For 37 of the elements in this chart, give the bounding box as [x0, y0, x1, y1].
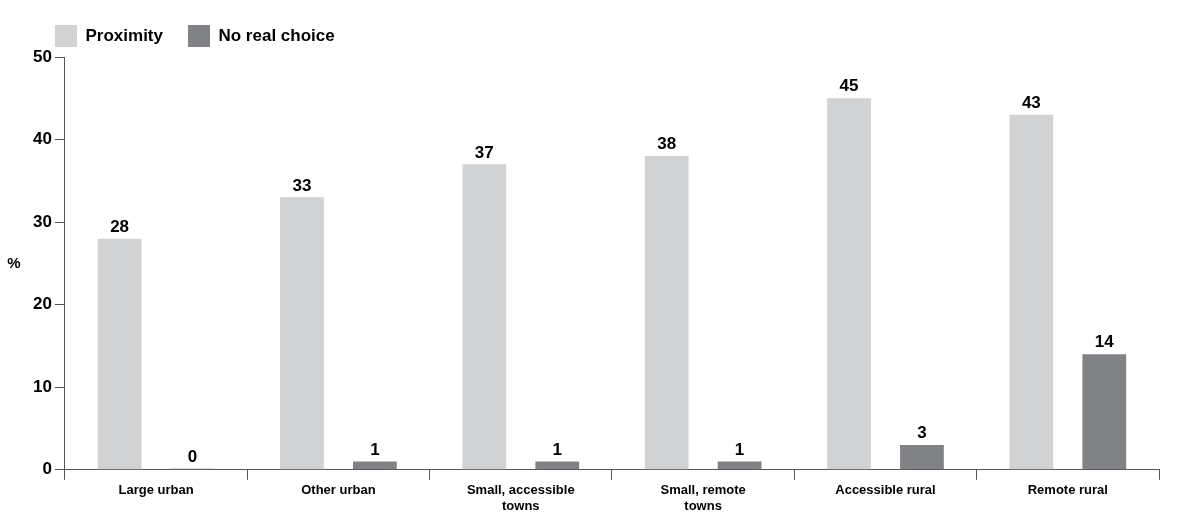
data-label: 45 — [839, 76, 859, 96]
data-label: 14 — [1094, 332, 1115, 352]
y-tick-label: 50 — [32, 46, 52, 66]
x-tick-label: Large urban — [118, 482, 194, 498]
legend-label: No real choice — [218, 25, 335, 45]
data-label: 33 — [292, 175, 312, 195]
x-tick-label: Other urban — [301, 482, 376, 498]
bar — [900, 445, 944, 470]
x-tick-label: Remote rural — [1027, 482, 1108, 498]
data-label: 3 — [917, 423, 927, 443]
legend-label: Proximity — [85, 25, 164, 45]
bar — [97, 238, 142, 470]
y-tick-label: 20 — [32, 294, 52, 314]
y-tick-label: 40 — [32, 129, 52, 149]
data-label: 1 — [552, 439, 562, 459]
bar — [535, 461, 580, 470]
data-label: 28 — [110, 216, 130, 236]
x-tick-label: Small, remote towns — [660, 482, 746, 513]
data-label: 1 — [734, 439, 745, 459]
bar — [1009, 114, 1054, 470]
data-label: 1 — [370, 439, 380, 459]
data-label: 38 — [657, 134, 677, 154]
y-tick-label: 30 — [32, 211, 52, 231]
bar — [280, 197, 324, 470]
bar — [827, 98, 871, 470]
bar — [644, 156, 689, 470]
y-tick-label: 0 — [42, 459, 52, 479]
bar — [1082, 354, 1127, 470]
data-label: 43 — [1021, 92, 1041, 112]
bar — [353, 461, 397, 470]
x-tick-label: Small, accessible towns — [466, 482, 575, 513]
y-axis-title: % — [7, 253, 21, 271]
data-label: 0 — [187, 446, 198, 466]
data-label: 37 — [474, 142, 494, 162]
y-tick-label: 10 — [32, 376, 52, 396]
bar — [462, 164, 507, 470]
x-tick-label: Accessible rural — [835, 482, 936, 498]
